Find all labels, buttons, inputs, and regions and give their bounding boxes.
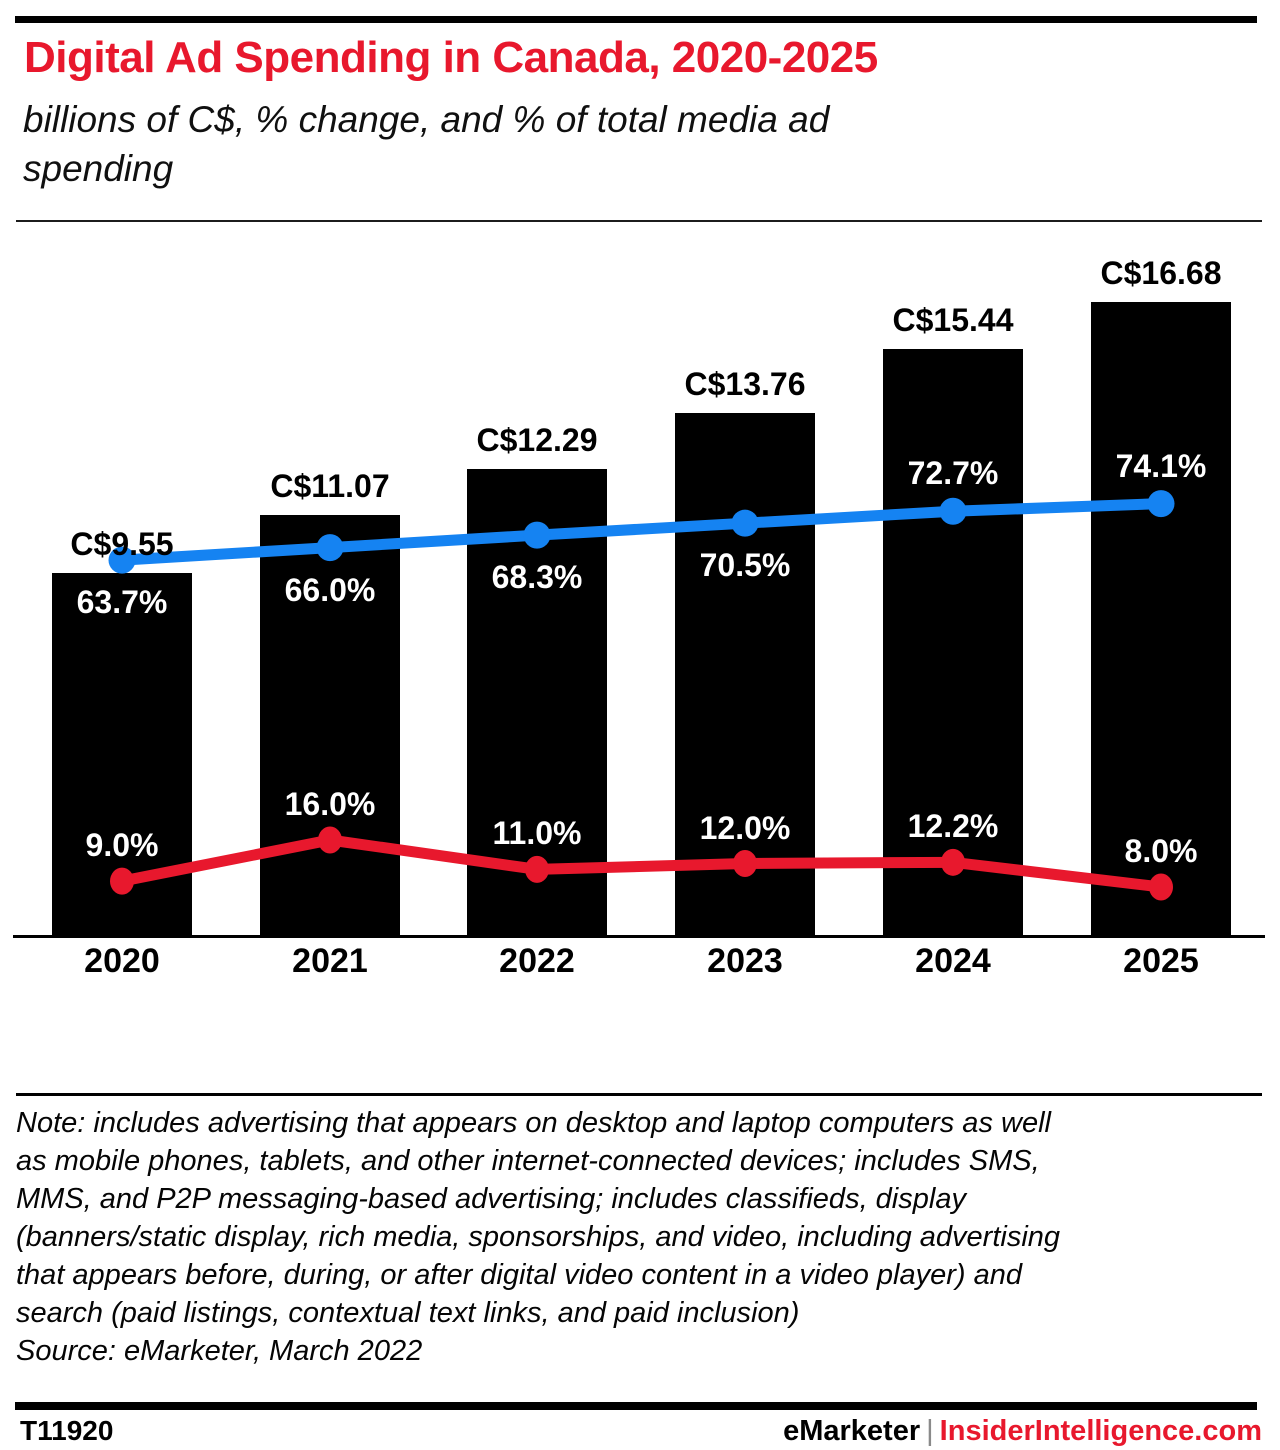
bar-value-label-2020: C$9.55 xyxy=(70,525,174,562)
x-axis-label-2022: 2022 xyxy=(499,942,575,980)
pct-change-label-2022: 11.0% xyxy=(492,815,582,852)
pct-change-label-2025: 8.0% xyxy=(1124,833,1198,869)
brand-emarketer: eMarketer xyxy=(783,1415,921,1447)
bar-2025 xyxy=(1091,302,1231,935)
pct-of-total-label-2021: 66.0% xyxy=(284,571,376,608)
x-axis-line xyxy=(13,935,1265,938)
x-axis-label-2025: 2025 xyxy=(1123,942,1199,980)
page-title: Digital Ad Spending in Canada, 2020-2025 xyxy=(24,33,878,82)
pct-of-total-label-2023: 70.5% xyxy=(699,547,791,584)
pct-of-total-label-2020: 63.7% xyxy=(76,584,168,621)
chart-plot-area: C$9.55 2020 C$11.07 2021 C$12.29 2022 C$13.76 2… xyxy=(13,255,1265,980)
bar-value-label-2023: C$13.76 xyxy=(684,366,806,403)
page-subtitle: billions of C$, % change, and % of total… xyxy=(23,95,829,193)
note-block: Note: includes advertising that appears … xyxy=(16,1104,1266,1370)
pct-change-label-2020: 9.0% xyxy=(85,827,159,864)
bar-2023 xyxy=(675,413,815,935)
pct-change-label-2024: 12.2% xyxy=(907,808,999,845)
footer: T11920 eMarketer | InsiderIntelligence.com xyxy=(20,1415,1262,1448)
x-axis-label-2021: 2021 xyxy=(292,942,368,980)
note-line: MMS, and P2P messaging-based advertising… xyxy=(16,1183,966,1215)
bar-value-label-2024: C$15.44 xyxy=(892,302,1014,339)
bar-value-label-2025: C$16.68 xyxy=(1100,255,1222,292)
top-rule xyxy=(15,16,1257,23)
note-line: search (paid listings, contextual text l… xyxy=(16,1297,800,1329)
footer-rule xyxy=(15,1402,1257,1410)
pct-change-label-2021: 16.0% xyxy=(284,786,376,822)
note-line: that appears before, during, or after di… xyxy=(16,1259,1022,1291)
header-divider xyxy=(16,220,1262,222)
pct-of-total-label-2022: 68.3% xyxy=(491,559,583,596)
brand-lockup: eMarketer | InsiderIntelligence.com xyxy=(783,1415,1262,1448)
pct-change-label-2023: 12.0% xyxy=(699,809,791,846)
note-line: Note: includes advertising that appears … xyxy=(16,1107,1051,1139)
chart-id: T11920 xyxy=(20,1415,114,1446)
pct-of-total-label-2024: 72.7% xyxy=(907,455,999,492)
x-axis-label-2023: 2023 xyxy=(707,942,783,980)
bar-2022 xyxy=(467,468,607,935)
pct-of-total-label-2025: 74.1% xyxy=(1115,447,1207,484)
note-line: as mobile phones, tablets, and other int… xyxy=(16,1145,1040,1177)
brand-insiderintelligence-link[interactable]: InsiderIntelligence.com xyxy=(939,1415,1262,1447)
brand-separator: | xyxy=(926,1415,934,1447)
subtitle-line-2: spending xyxy=(23,148,174,189)
x-axis-label-2020: 2020 xyxy=(84,942,160,980)
bar-value-label-2021: C$11.07 xyxy=(270,468,390,505)
x-axis-label-2024: 2024 xyxy=(915,942,991,980)
bar-value-label-2022: C$12.29 xyxy=(476,421,598,458)
bar-2024 xyxy=(883,349,1023,935)
note-line: (banners/static display, rich media, spo… xyxy=(16,1221,1061,1253)
note-divider xyxy=(16,1093,1262,1096)
subtitle-line-1: billions of C$, % change, and % of total… xyxy=(23,99,830,140)
chart-legend: Digital ad spending % change % of total … xyxy=(0,1022,1280,1062)
source-line: Source: eMarketer, March 2022 xyxy=(16,1335,423,1367)
bar-2020 xyxy=(52,572,192,935)
